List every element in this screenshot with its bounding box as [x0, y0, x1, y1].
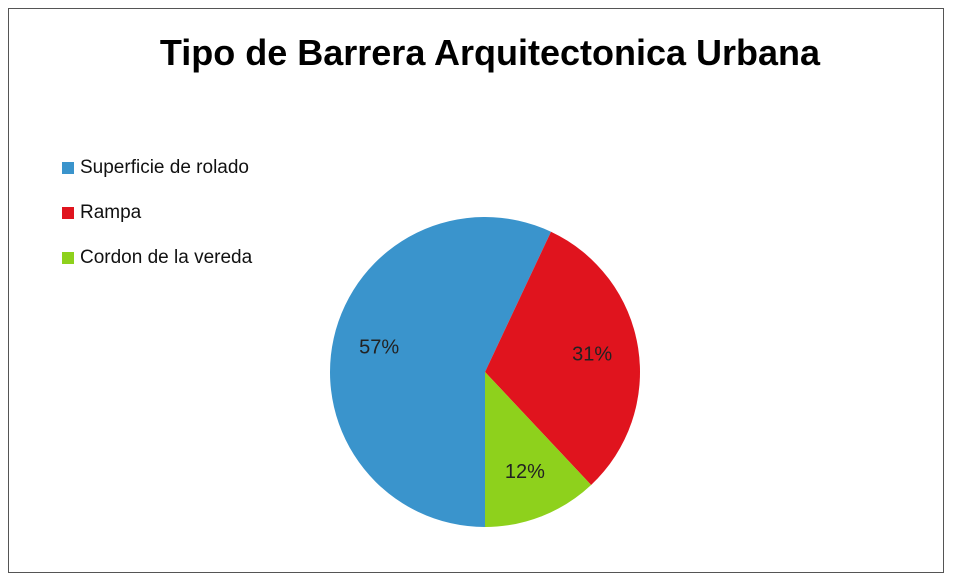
- legend-swatch: [62, 161, 74, 174]
- legend: Superficie de rolado Rampa Cordon de la ve…: [62, 145, 252, 280]
- chart-frame: [8, 8, 944, 573]
- legend-label: Cordon de la vereda: [80, 246, 253, 268]
- data-label: 31%: [572, 343, 612, 365]
- chart-title: Tipo de Barrera Arquitectonica Urbana: [159, 32, 821, 73]
- legend-label: Superficie de rolado: [80, 156, 249, 178]
- legend-swatch: [62, 251, 74, 264]
- legend-item: Superficie de rolado: [62, 145, 252, 190]
- pie-slice: [485, 231, 640, 485]
- legend-label: Rampa: [80, 201, 142, 223]
- pie-slice: [485, 372, 592, 527]
- data-label: 57%: [359, 337, 399, 359]
- pie-slice: [329, 217, 551, 527]
- legend-item: Cordon de la vereda: [62, 235, 252, 280]
- data-label: 12%: [505, 461, 545, 483]
- legend-swatch: [62, 206, 74, 219]
- legend-item: Rampa: [62, 190, 252, 235]
